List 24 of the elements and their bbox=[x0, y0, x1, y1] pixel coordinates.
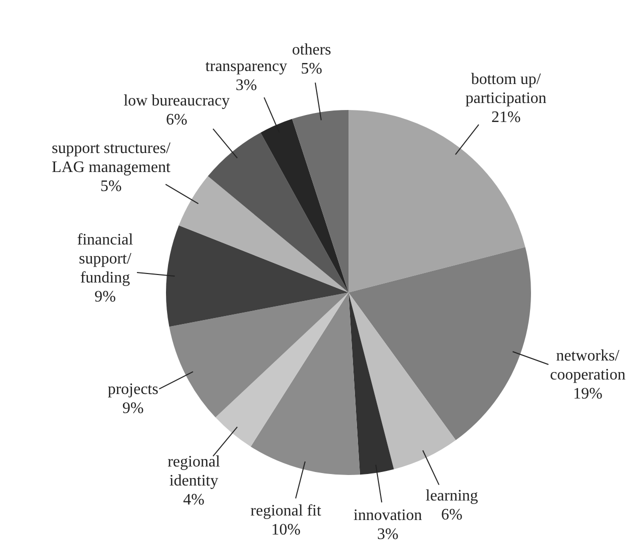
data-label: 6% bbox=[441, 506, 463, 524]
slice-label: support structures/ LAG management bbox=[52, 140, 171, 176]
slice-label: innovation bbox=[354, 506, 422, 524]
data-label: 9% bbox=[122, 400, 144, 418]
slice-label: regional identity bbox=[168, 453, 221, 490]
data-label: 9% bbox=[94, 288, 116, 306]
data-label: 5% bbox=[300, 60, 322, 78]
slice-label: financial support/ funding bbox=[77, 231, 134, 286]
slice-label: others bbox=[292, 42, 332, 59]
slice-label: regional fit bbox=[250, 502, 322, 520]
data-label: 6% bbox=[166, 112, 188, 129]
slice-label: low bureaucracy bbox=[124, 92, 230, 110]
data-label: 5% bbox=[100, 178, 122, 195]
slice-label: networks/ cooperation bbox=[550, 348, 626, 384]
data-label: 4% bbox=[183, 491, 204, 508]
data-label: 10% bbox=[271, 521, 301, 538]
slice-label: bottom up/ participation bbox=[466, 71, 546, 108]
slice-label: learning bbox=[426, 487, 478, 504]
data-label: 3% bbox=[377, 526, 398, 543]
slice-label: projects bbox=[108, 381, 158, 398]
data-label: 3% bbox=[236, 77, 257, 94]
slice-label: transparency bbox=[205, 58, 288, 76]
data-label: 21% bbox=[491, 109, 521, 126]
data-label: 19% bbox=[573, 386, 602, 403]
